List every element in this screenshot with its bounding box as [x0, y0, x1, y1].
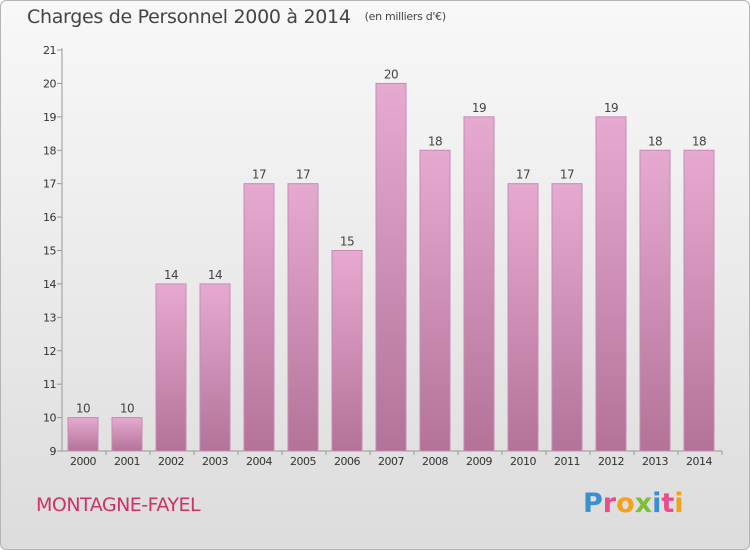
x-tick-label: 2000	[70, 455, 96, 468]
bar	[111, 417, 143, 452]
x-tick-label: 2011	[554, 455, 580, 468]
y-tick-label: 11	[43, 378, 56, 391]
bar	[551, 183, 583, 452]
data-label: 17	[560, 168, 574, 182]
x-tick-label: 2007	[378, 455, 404, 468]
logo-letter: x	[634, 488, 653, 519]
y-tick-label: 10	[43, 412, 56, 425]
chart-unit: (en milliers d'€)	[364, 10, 446, 23]
data-label: 19	[472, 101, 486, 115]
data-label: 14	[208, 268, 222, 282]
x-tick-label: 2005	[290, 455, 316, 468]
bar	[507, 183, 539, 452]
y-tick-label: 20	[43, 77, 56, 90]
y-tick-label: 17	[43, 178, 56, 191]
data-label: 15	[340, 235, 354, 249]
data-label: 19	[604, 101, 618, 115]
y-tick-label: 14	[43, 278, 56, 291]
bar	[331, 250, 363, 452]
y-tick-label: 21	[43, 44, 56, 57]
data-label: 10	[120, 402, 134, 416]
bar	[243, 183, 275, 452]
data-label: 10	[76, 402, 90, 416]
y-tick-label: 19	[43, 111, 56, 124]
proxiti-logo: Proxiti	[583, 488, 684, 519]
logo-letter: t	[661, 488, 675, 519]
x-tick-label: 2009	[466, 455, 492, 468]
x-tick-label: 2001	[114, 455, 140, 468]
logo-letter: i	[674, 488, 684, 519]
chart-title-text: Charges de Personnel 2000 à 2014	[27, 6, 351, 28]
bar	[67, 417, 99, 452]
logo-letter: r	[602, 488, 617, 519]
data-label: 18	[648, 134, 662, 148]
x-tick-label: 2012	[598, 455, 624, 468]
y-tick-label: 12	[43, 345, 56, 358]
x-tick-label: 2002	[158, 455, 184, 468]
x-tick-label: 2013	[642, 455, 668, 468]
bar	[639, 149, 671, 452]
data-label: 20	[384, 67, 398, 81]
commune-name: MONTAGNE-FAYEL	[36, 494, 201, 516]
y-tick-label: 13	[43, 311, 56, 324]
y-tick-label: 9	[50, 445, 57, 458]
x-tick-label: 2003	[202, 455, 228, 468]
data-label: 14	[164, 268, 178, 282]
logo-letter: o	[616, 488, 635, 519]
chart-title: Charges de Personnel 2000 à 2014 (en mill…	[27, 6, 446, 28]
data-label: 17	[252, 168, 266, 182]
bar	[683, 149, 715, 452]
data-label: 17	[516, 168, 530, 182]
bar	[287, 183, 319, 452]
y-tick-label: 15	[43, 245, 56, 258]
bar	[595, 116, 627, 452]
bar	[419, 149, 451, 452]
x-tick-label: 2006	[334, 455, 360, 468]
x-tick-label: 2010	[510, 455, 536, 468]
x-tick-label: 2014	[686, 455, 712, 468]
bar	[155, 283, 187, 452]
x-tick-label: 2004	[246, 455, 272, 468]
bar	[375, 82, 407, 452]
bar	[199, 283, 231, 452]
data-label: 17	[296, 168, 310, 182]
logo-letter: P	[583, 488, 603, 519]
y-tick-label: 18	[43, 144, 56, 157]
data-label: 18	[692, 134, 706, 148]
x-tick-label: 2008	[422, 455, 448, 468]
y-tick-label: 16	[43, 211, 56, 224]
data-label: 18	[428, 134, 442, 148]
logo-letter: i	[652, 488, 662, 519]
bar	[463, 116, 495, 452]
